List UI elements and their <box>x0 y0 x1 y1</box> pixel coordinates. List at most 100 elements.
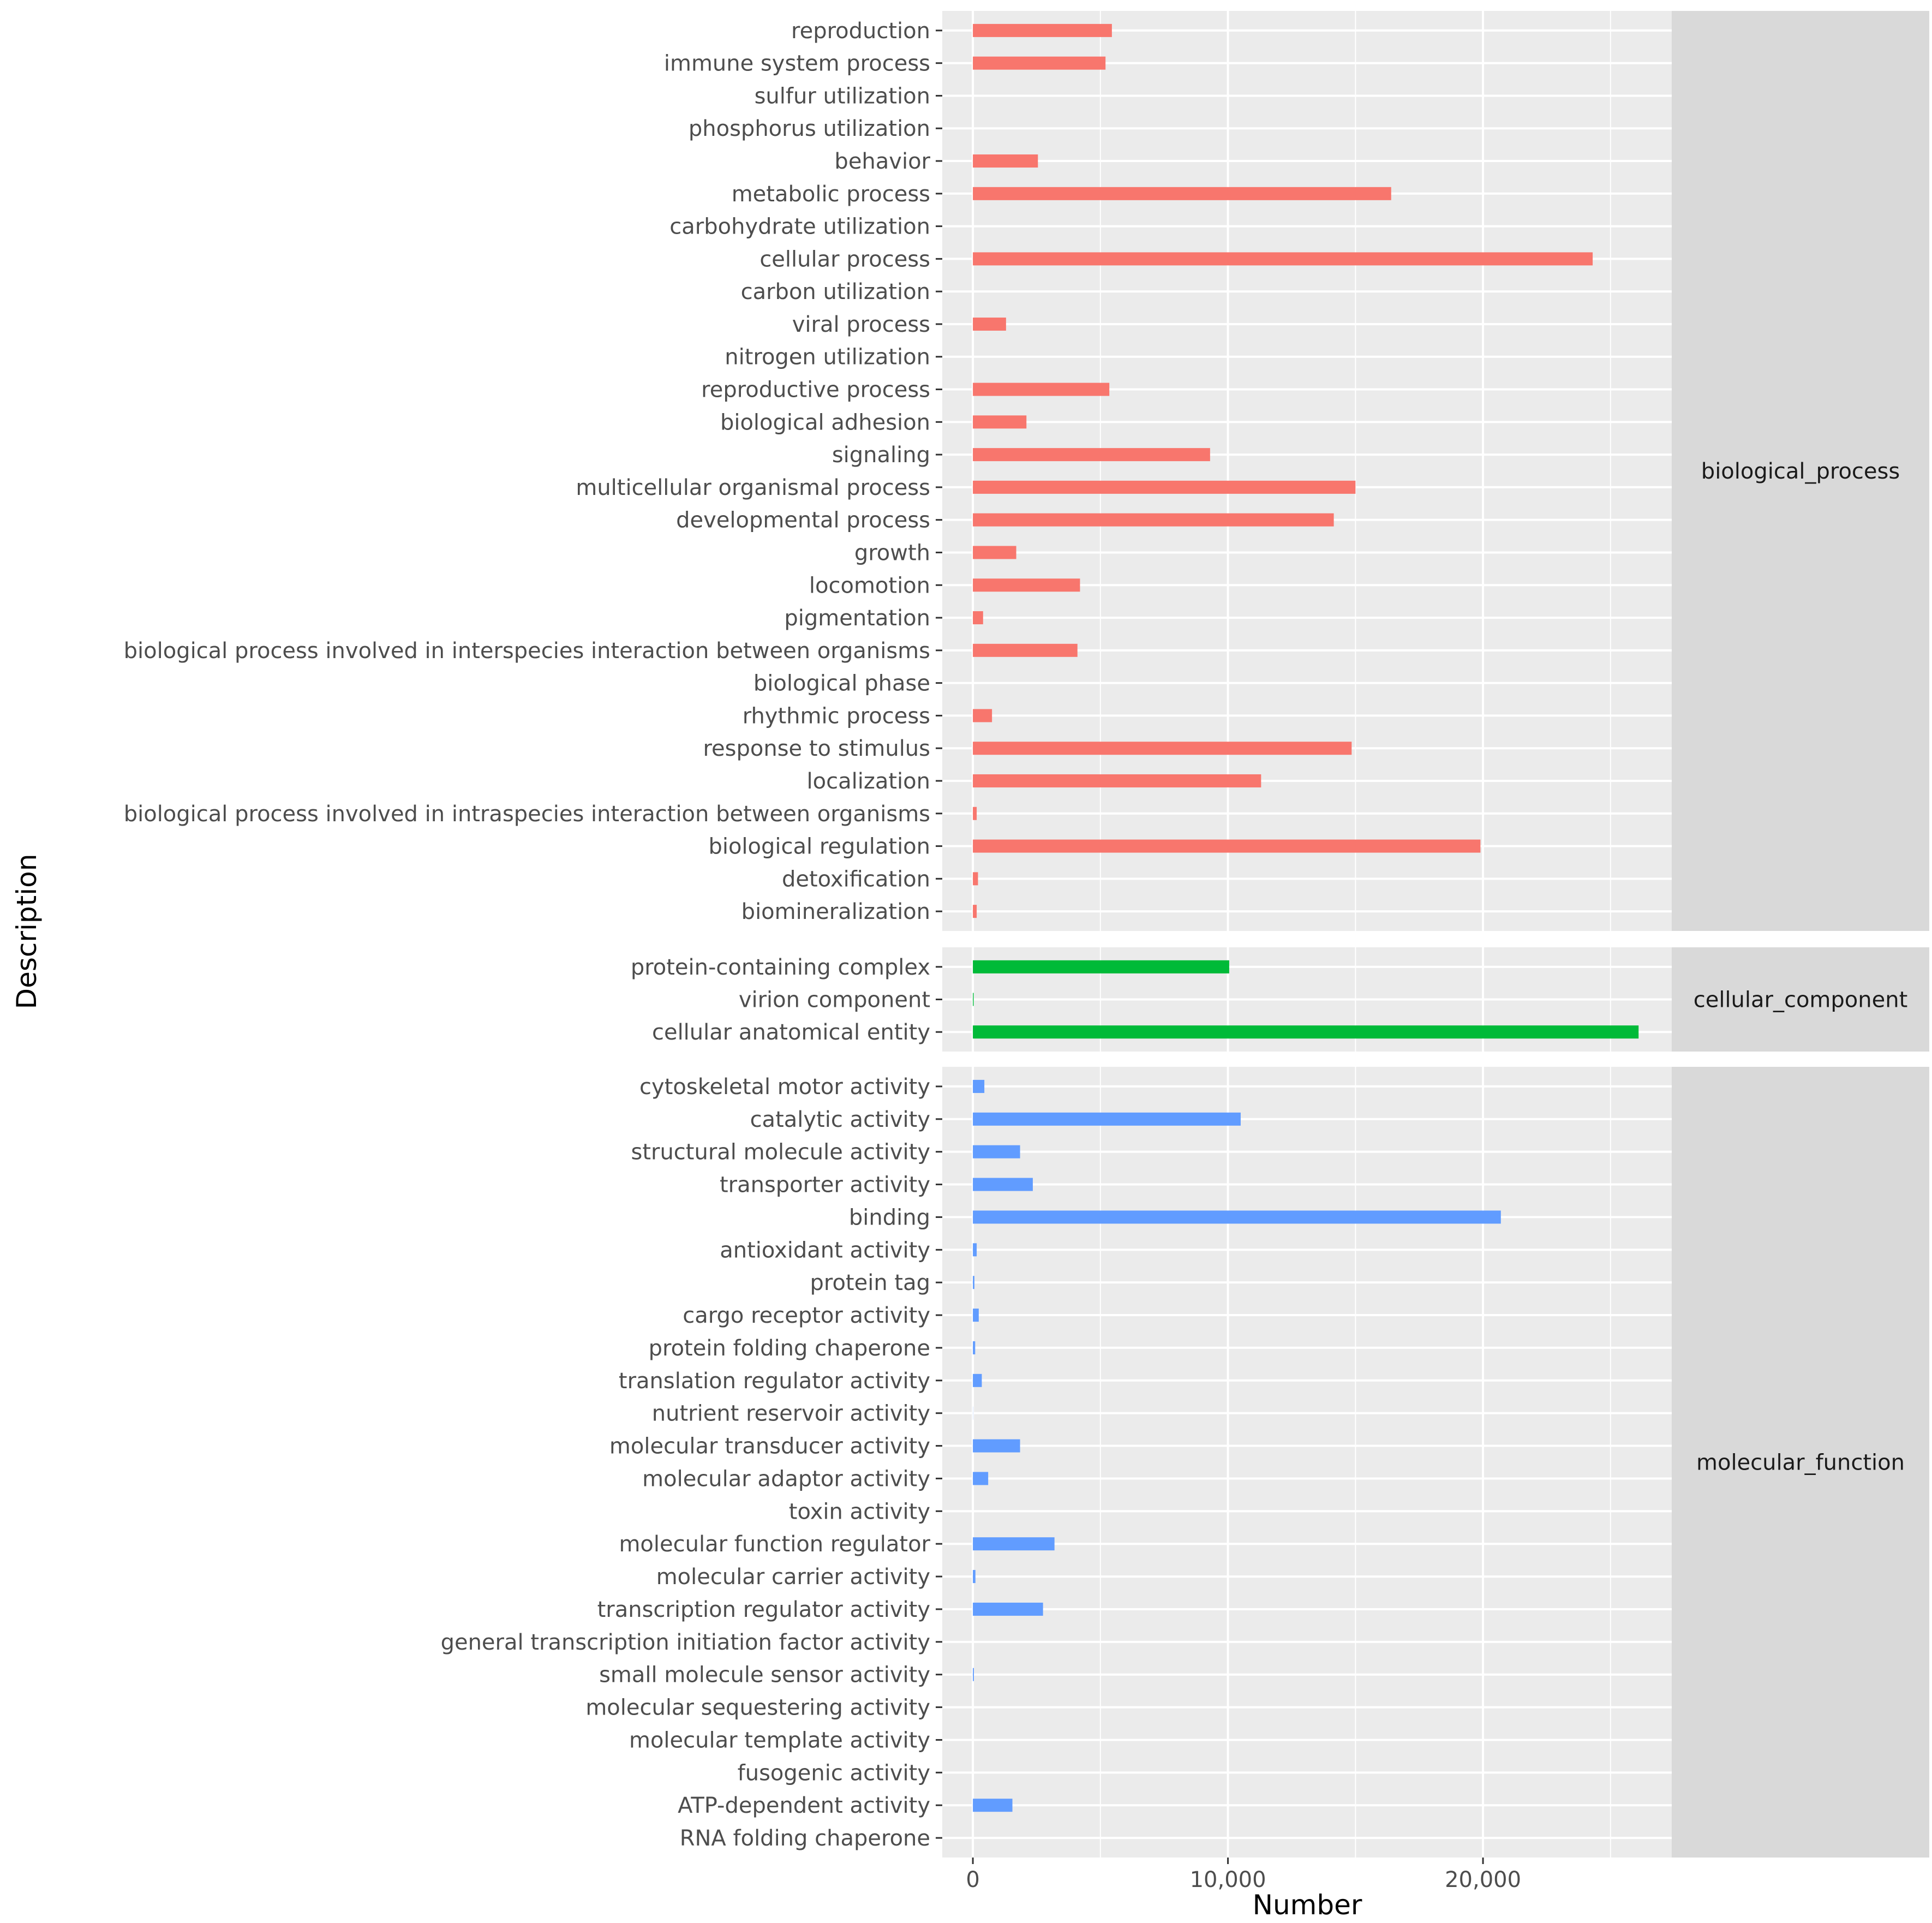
category-label: cellular anatomical entity <box>652 1020 930 1045</box>
category-label: protein folding chaperone <box>649 1336 930 1361</box>
category-label: cellular process <box>759 247 930 272</box>
bar <box>973 774 1261 787</box>
category-label: molecular sequestering activity <box>585 1695 930 1721</box>
bar <box>973 742 1352 755</box>
category-label: biological regulation <box>708 834 930 859</box>
bar <box>973 383 1110 396</box>
bar <box>973 709 992 722</box>
category-label: transporter activity <box>720 1173 930 1198</box>
category-label: binding <box>849 1205 930 1230</box>
bar <box>973 578 1080 592</box>
category-label: response to stimulus <box>703 736 930 761</box>
category-label: biological adhesion <box>720 410 930 435</box>
category-label: developmental process <box>676 508 930 533</box>
category-label: nitrogen utilization <box>725 345 930 370</box>
bar <box>973 546 1016 559</box>
bar <box>973 1373 982 1387</box>
category-label: molecular carrier activity <box>656 1564 930 1590</box>
bar <box>973 1570 976 1584</box>
category-label: virion component <box>739 988 930 1013</box>
bar <box>973 513 1334 527</box>
category-label: structural molecule activity <box>631 1140 930 1165</box>
bar <box>973 1079 985 1093</box>
category-label: multicellular organismal process <box>576 475 930 500</box>
category-label: cytoskeletal motor activity <box>639 1074 930 1100</box>
category-label: carbohydrate utilization <box>669 214 930 240</box>
category-label: metabolic process <box>732 182 930 207</box>
facet-strip-label: biological_process <box>1701 459 1900 484</box>
bar <box>973 1025 1639 1039</box>
bar <box>973 807 977 820</box>
x-axis-title: Number <box>1253 1889 1362 1921</box>
category-label: locomotion <box>809 573 930 598</box>
bar <box>973 872 978 886</box>
bar <box>973 1112 1241 1126</box>
panel-background <box>942 1067 1672 1858</box>
category-label: cargo receptor activity <box>683 1303 930 1328</box>
bar <box>973 1472 989 1485</box>
bar <box>973 56 1106 70</box>
bar <box>973 1178 1033 1191</box>
bar <box>973 839 1481 853</box>
facet-strip-label: molecular_function <box>1696 1450 1905 1476</box>
category-label: reproductive process <box>701 378 930 403</box>
bar <box>973 960 1229 974</box>
category-label: behavior <box>834 149 930 174</box>
category-label: signaling <box>832 443 930 468</box>
bar <box>973 480 1356 494</box>
category-label: reproduction <box>791 19 930 44</box>
category-label: antioxidant activity <box>720 1238 930 1263</box>
bar <box>973 1439 1020 1453</box>
category-label: immune system process <box>664 51 930 76</box>
category-label: molecular adaptor activity <box>642 1466 930 1491</box>
bar <box>973 154 1038 168</box>
bar <box>973 1276 974 1289</box>
x-tick-label: 20,000 <box>1445 1867 1521 1892</box>
facet-strip-label: cellular_component <box>1694 988 1908 1013</box>
bar <box>973 1145 1020 1158</box>
bar <box>973 1210 1501 1224</box>
category-label: molecular transducer activity <box>609 1434 930 1459</box>
bar <box>973 415 1027 429</box>
bar <box>973 1243 977 1257</box>
category-label: localization <box>807 769 930 794</box>
category-label: growth <box>854 540 930 565</box>
bar <box>973 1341 976 1354</box>
category-label: biological process involved in intraspec… <box>124 802 930 827</box>
bar <box>973 1799 1013 1812</box>
facet-strip <box>1672 1067 1929 1858</box>
bar <box>973 905 977 918</box>
facet-strip <box>1672 11 1929 931</box>
category-label: biological phase <box>753 671 930 696</box>
bar <box>973 317 1006 331</box>
category-label: rhythmic process <box>743 703 930 728</box>
category-label: ATP-dependent activity <box>678 1793 930 1818</box>
category-label: viral process <box>792 312 930 337</box>
category-label: molecular template activity <box>629 1728 930 1753</box>
category-label: pigmentation <box>784 606 930 631</box>
category-label: sulfur utilization <box>755 83 930 109</box>
category-label: fusogenic activity <box>738 1760 930 1785</box>
category-label: nutrient reservoir activity <box>652 1401 930 1426</box>
y-axis-title: Description <box>11 854 43 1010</box>
category-label: molecular function regulator <box>619 1532 930 1557</box>
category-label: translation regulator activity <box>619 1369 930 1394</box>
category-label: transcription regulator activity <box>597 1597 930 1622</box>
category-label: phosphorus utilization <box>689 116 930 141</box>
category-label: detoxification <box>782 867 930 892</box>
facet-strip <box>1672 947 1929 1052</box>
category-label: carbon utilization <box>741 279 930 304</box>
category-label: general transcription initiation factor … <box>441 1630 930 1655</box>
category-label: small molecule sensor activity <box>599 1663 930 1688</box>
category-label: biomineralization <box>741 899 930 924</box>
bar <box>973 1668 974 1681</box>
x-tick-label: 10,000 <box>1190 1867 1266 1892</box>
x-tick-label: 0 <box>966 1867 979 1892</box>
bar <box>973 23 1112 37</box>
bar <box>973 187 1391 200</box>
bar <box>973 1309 979 1322</box>
category-label: protein-containing complex <box>631 955 930 980</box>
bar <box>973 1602 1043 1616</box>
bar <box>973 1537 1055 1551</box>
bar <box>973 448 1210 462</box>
